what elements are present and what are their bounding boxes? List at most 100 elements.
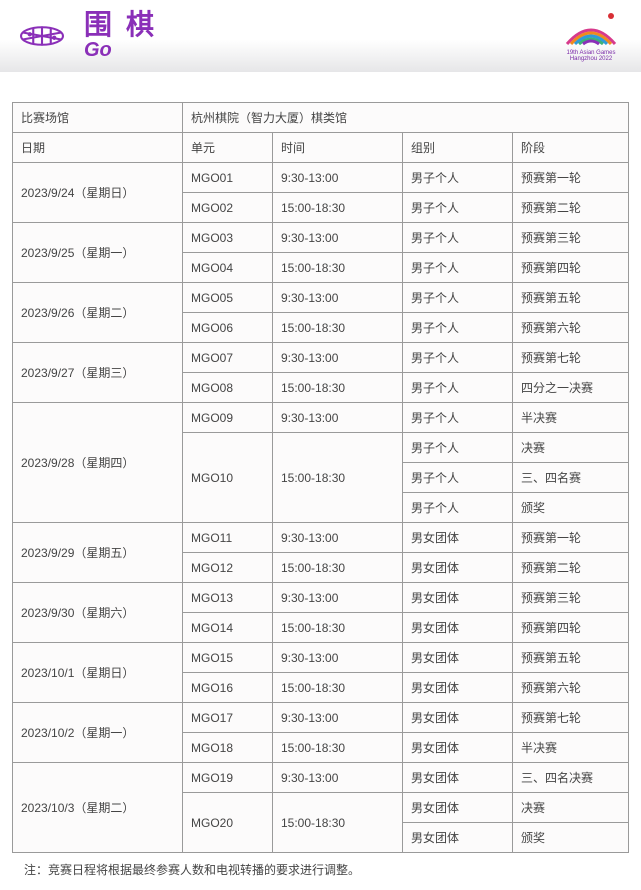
col-header-cat: 组别	[403, 133, 513, 163]
cell-category: 男女团体	[403, 583, 513, 613]
cell-unit: MGO17	[183, 703, 273, 733]
cell-phase: 预赛第一轮	[513, 163, 629, 193]
cell-time: 15:00-18:30	[273, 793, 403, 853]
cell-category: 男子个人	[403, 163, 513, 193]
cell-category: 男子个人	[403, 283, 513, 313]
cell-category: 男女团体	[403, 643, 513, 673]
cell-time: 9:30-13:00	[273, 283, 403, 313]
table-row: 2023/10/3（星期二）MGO199:30-13:00男女团体三、四名决赛	[13, 763, 629, 793]
table-row: 2023/9/28（星期四）MGO099:30-13:00男子个人半决赛	[13, 403, 629, 433]
cell-date: 2023/10/3（星期二）	[13, 763, 183, 853]
table-row: 2023/9/24（星期日）MGO019:30-13:00男子个人预赛第一轮	[13, 163, 629, 193]
cell-unit: MGO07	[183, 343, 273, 373]
cell-phase: 预赛第一轮	[513, 523, 629, 553]
cell-phase: 三、四名决赛	[513, 763, 629, 793]
title-en: Go	[84, 39, 541, 61]
cell-phase: 半决赛	[513, 403, 629, 433]
cell-unit: MGO01	[183, 163, 273, 193]
cell-time: 15:00-18:30	[273, 193, 403, 223]
cell-date: 2023/9/30（星期六）	[13, 583, 183, 643]
cell-category: 男女团体	[403, 823, 513, 853]
cell-time: 15:00-18:30	[273, 313, 403, 343]
cell-phase: 预赛第二轮	[513, 553, 629, 583]
column-header-row: 日期单元时间组别阶段	[13, 133, 629, 163]
cell-phase: 四分之一决赛	[513, 373, 629, 403]
cell-phase: 预赛第六轮	[513, 673, 629, 703]
cell-unit: MGO11	[183, 523, 273, 553]
cell-phase: 预赛第五轮	[513, 643, 629, 673]
cell-phase: 预赛第五轮	[513, 283, 629, 313]
cell-unit: MGO04	[183, 253, 273, 283]
cell-category: 男子个人	[403, 403, 513, 433]
cell-time: 9:30-13:00	[273, 403, 403, 433]
cell-date: 2023/10/2（星期一）	[13, 703, 183, 763]
cell-category: 男女团体	[403, 703, 513, 733]
cell-phase: 半决赛	[513, 733, 629, 763]
cell-time: 9:30-13:00	[273, 223, 403, 253]
cell-time: 15:00-18:30	[273, 253, 403, 283]
cell-phase: 预赛第二轮	[513, 193, 629, 223]
cell-category: 男女团体	[403, 523, 513, 553]
cell-unit: MGO16	[183, 673, 273, 703]
cell-date: 2023/9/25（星期一）	[13, 223, 183, 283]
cell-time: 15:00-18:30	[273, 673, 403, 703]
venue-label: 比赛场馆	[13, 103, 183, 133]
cell-phase: 预赛第三轮	[513, 223, 629, 253]
cell-phase: 预赛第四轮	[513, 613, 629, 643]
cell-time: 9:30-13:00	[273, 643, 403, 673]
venue-name: 杭州棋院（智力大厦）棋类馆	[183, 103, 629, 133]
games-logo: 19th Asian Games Hangzhou 2022	[555, 10, 627, 62]
cell-phase: 预赛第三轮	[513, 583, 629, 613]
col-header-time: 时间	[273, 133, 403, 163]
cell-time: 15:00-18:30	[273, 733, 403, 763]
cell-date: 2023/9/24（星期日）	[13, 163, 183, 223]
cell-date: 2023/9/26（星期二）	[13, 283, 183, 343]
cell-category: 男子个人	[403, 313, 513, 343]
title-cn: 围棋	[84, 11, 541, 39]
cell-date: 2023/9/28（星期四）	[13, 403, 183, 523]
cell-phase: 预赛第六轮	[513, 313, 629, 343]
cell-phase: 决赛	[513, 433, 629, 463]
cell-phase: 三、四名赛	[513, 463, 629, 493]
venue-row: 比赛场馆杭州棋院（智力大厦）棋类馆	[13, 103, 629, 133]
cell-phase: 颁奖	[513, 823, 629, 853]
cell-phase: 预赛第七轮	[513, 703, 629, 733]
cell-category: 男子个人	[403, 463, 513, 493]
schedule-container: 比赛场馆杭州棋院（智力大厦）棋类馆日期单元时间组别阶段2023/9/24（星期日…	[0, 72, 641, 890]
cell-unit: MGO12	[183, 553, 273, 583]
cell-phase: 预赛第七轮	[513, 343, 629, 373]
cell-time: 15:00-18:30	[273, 553, 403, 583]
schedule-table: 比赛场馆杭州棋院（智力大厦）棋类馆日期单元时间组别阶段2023/9/24（星期日…	[12, 102, 629, 853]
logo-caption: 19th Asian Games Hangzhou 2022	[555, 50, 627, 62]
cell-unit: MGO03	[183, 223, 273, 253]
cell-category: 男女团体	[403, 733, 513, 763]
header-titles: 围棋 Go	[84, 11, 541, 61]
cell-category: 男子个人	[403, 193, 513, 223]
cell-category: 男子个人	[403, 253, 513, 283]
cell-phase: 决赛	[513, 793, 629, 823]
cell-date: 2023/9/27（星期三）	[13, 343, 183, 403]
cell-time: 15:00-18:30	[273, 373, 403, 403]
cell-category: 男女团体	[403, 553, 513, 583]
table-row: 2023/9/30（星期六）MGO139:30-13:00男女团体预赛第三轮	[13, 583, 629, 613]
cell-category: 男子个人	[403, 433, 513, 463]
cell-time: 9:30-13:00	[273, 583, 403, 613]
cell-time: 15:00-18:30	[273, 613, 403, 643]
table-row: 2023/9/26（星期二）MGO059:30-13:00男子个人预赛第五轮	[13, 283, 629, 313]
table-row: 2023/9/29（星期五）MGO119:30-13:00男女团体预赛第一轮	[13, 523, 629, 553]
cell-category: 男女团体	[403, 613, 513, 643]
cell-unit: MGO13	[183, 583, 273, 613]
cell-unit: MGO06	[183, 313, 273, 343]
table-row: 2023/9/27（星期三）MGO079:30-13:00男子个人预赛第七轮	[13, 343, 629, 373]
cell-date: 2023/9/29（星期五）	[13, 523, 183, 583]
col-header-date: 日期	[13, 133, 183, 163]
cell-category: 男女团体	[403, 763, 513, 793]
cell-time: 9:30-13:00	[273, 343, 403, 373]
cell-category: 男子个人	[403, 223, 513, 253]
col-header-phase: 阶段	[513, 133, 629, 163]
cell-category: 男子个人	[403, 493, 513, 523]
cell-unit: MGO08	[183, 373, 273, 403]
cell-time: 9:30-13:00	[273, 763, 403, 793]
cell-phase: 颁奖	[513, 493, 629, 523]
cell-phase: 预赛第四轮	[513, 253, 629, 283]
